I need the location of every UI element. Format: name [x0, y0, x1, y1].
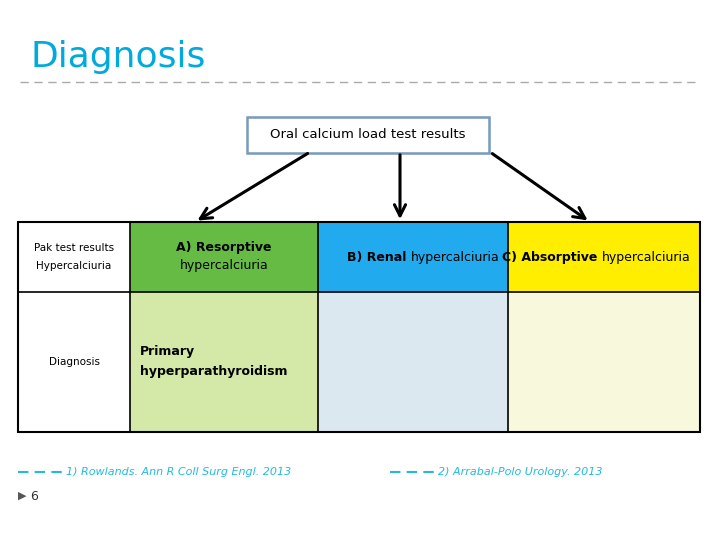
Text: hypercalciuria: hypercalciuria: [179, 260, 269, 273]
Text: 2) Arrabal-Polo Urology. 2013: 2) Arrabal-Polo Urology. 2013: [438, 467, 603, 477]
FancyBboxPatch shape: [247, 117, 489, 153]
Bar: [18, 222, 130, 292]
Text: C) Absorptive: C) Absorptive: [503, 251, 602, 264]
Text: Pak test results: Pak test results: [34, 243, 114, 253]
Bar: [508, 222, 700, 292]
Text: Oral calcium load test results: Oral calcium load test results: [270, 129, 466, 141]
Bar: [508, 292, 700, 432]
Text: Diagnosis: Diagnosis: [30, 40, 205, 74]
Text: hyperparathyroidism: hyperparathyroidism: [140, 366, 287, 379]
Text: Diagnosis: Diagnosis: [48, 357, 99, 367]
Bar: [18, 292, 130, 432]
Text: ▶: ▶: [18, 491, 27, 501]
Bar: [18, 222, 700, 432]
Bar: [318, 292, 508, 432]
Text: Primary: Primary: [140, 346, 195, 359]
Text: A) Resorptive: A) Resorptive: [176, 241, 271, 254]
Text: Hypercalciuria: Hypercalciuria: [37, 261, 112, 271]
Bar: [318, 222, 508, 292]
Bar: [130, 222, 318, 292]
Text: 1) Rowlands. Ann R Coll Surg Engl. 2013: 1) Rowlands. Ann R Coll Surg Engl. 2013: [66, 467, 292, 477]
Text: hypercalciuria: hypercalciuria: [411, 251, 500, 264]
Text: B) Renal: B) Renal: [347, 251, 411, 264]
Text: hypercalciuria: hypercalciuria: [602, 251, 690, 264]
Text: 6: 6: [30, 489, 38, 503]
Bar: [130, 292, 318, 432]
